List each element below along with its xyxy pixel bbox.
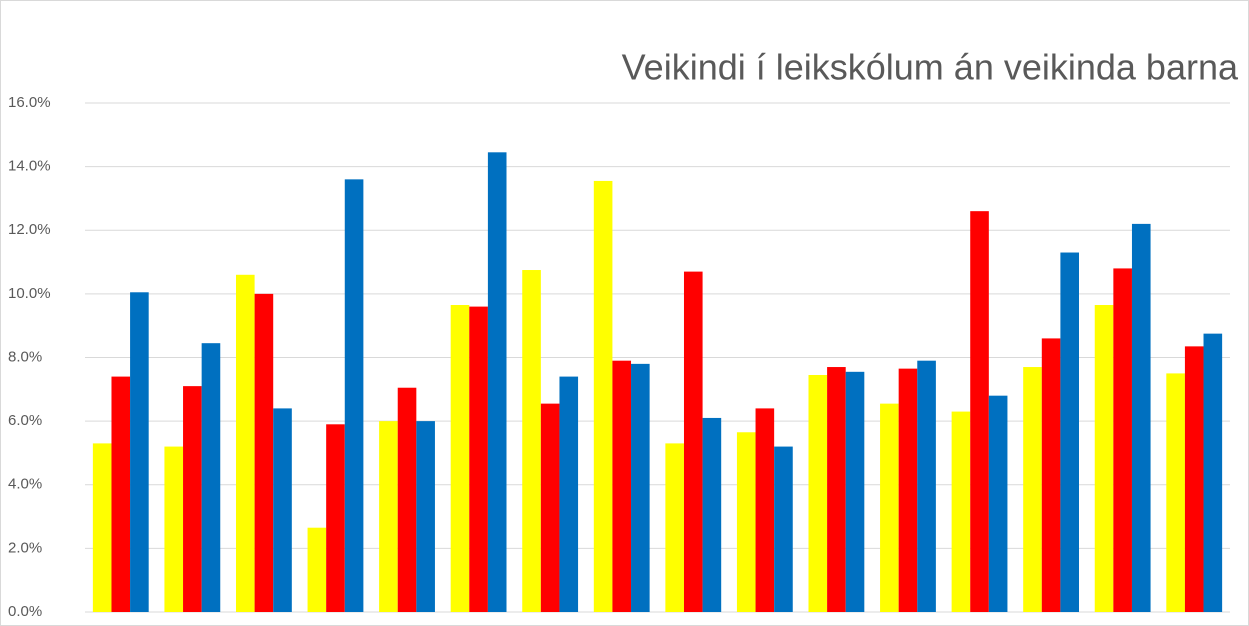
bar — [183, 386, 202, 612]
y-tick-label: 2.0% — [8, 539, 42, 556]
bar — [845, 371, 865, 612]
bar — [898, 368, 918, 612]
bar — [1060, 252, 1080, 613]
bar — [522, 270, 541, 612]
bar — [559, 376, 579, 612]
bar — [880, 403, 899, 612]
bar — [755, 408, 775, 612]
bar — [970, 211, 989, 612]
bar — [397, 387, 417, 612]
bar — [593, 180, 613, 613]
bar — [612, 360, 632, 612]
y-tick-label: 4.0% — [8, 476, 42, 493]
y-tick-label: 0.0% — [8, 603, 42, 620]
bar — [344, 179, 364, 612]
bar — [683, 271, 703, 612]
bar — [774, 446, 793, 612]
bar — [416, 421, 435, 612]
bar — [1094, 305, 1114, 612]
y-tick-label: 10.0% — [8, 285, 51, 302]
bar — [469, 306, 488, 612]
bar — [201, 343, 221, 612]
bar — [808, 374, 828, 612]
bar — [450, 305, 470, 612]
bar — [540, 403, 560, 612]
y-tick-label: 14.0% — [8, 158, 51, 175]
y-tick-label: 12.0% — [8, 221, 51, 238]
bar — [1113, 268, 1132, 612]
bar — [164, 446, 184, 612]
bar — [988, 395, 1008, 612]
bar — [273, 408, 292, 612]
bar — [130, 292, 149, 612]
bar — [631, 363, 650, 612]
bar — [326, 424, 345, 612]
bar — [379, 421, 398, 612]
bar — [235, 274, 255, 612]
bar — [307, 527, 327, 612]
bar — [665, 443, 684, 612]
bar — [487, 152, 507, 612]
bar — [1023, 367, 1042, 612]
bar — [951, 411, 971, 612]
bar — [917, 360, 936, 612]
bar — [111, 376, 131, 612]
bar — [702, 417, 722, 612]
bar — [1041, 338, 1061, 612]
bar — [736, 432, 756, 612]
bar — [1131, 223, 1151, 612]
bar — [827, 367, 846, 612]
y-tick-label: 16.0% — [8, 94, 51, 111]
bar — [1184, 346, 1204, 612]
bar — [92, 443, 112, 612]
bar — [1166, 373, 1185, 612]
y-tick-label: 6.0% — [8, 412, 42, 429]
y-tick-label: 8.0% — [8, 348, 42, 365]
bar — [254, 293, 274, 612]
bar — [1203, 333, 1223, 612]
chart-title: Veikindi í leikskólum án veikinda barna — [622, 47, 1239, 88]
